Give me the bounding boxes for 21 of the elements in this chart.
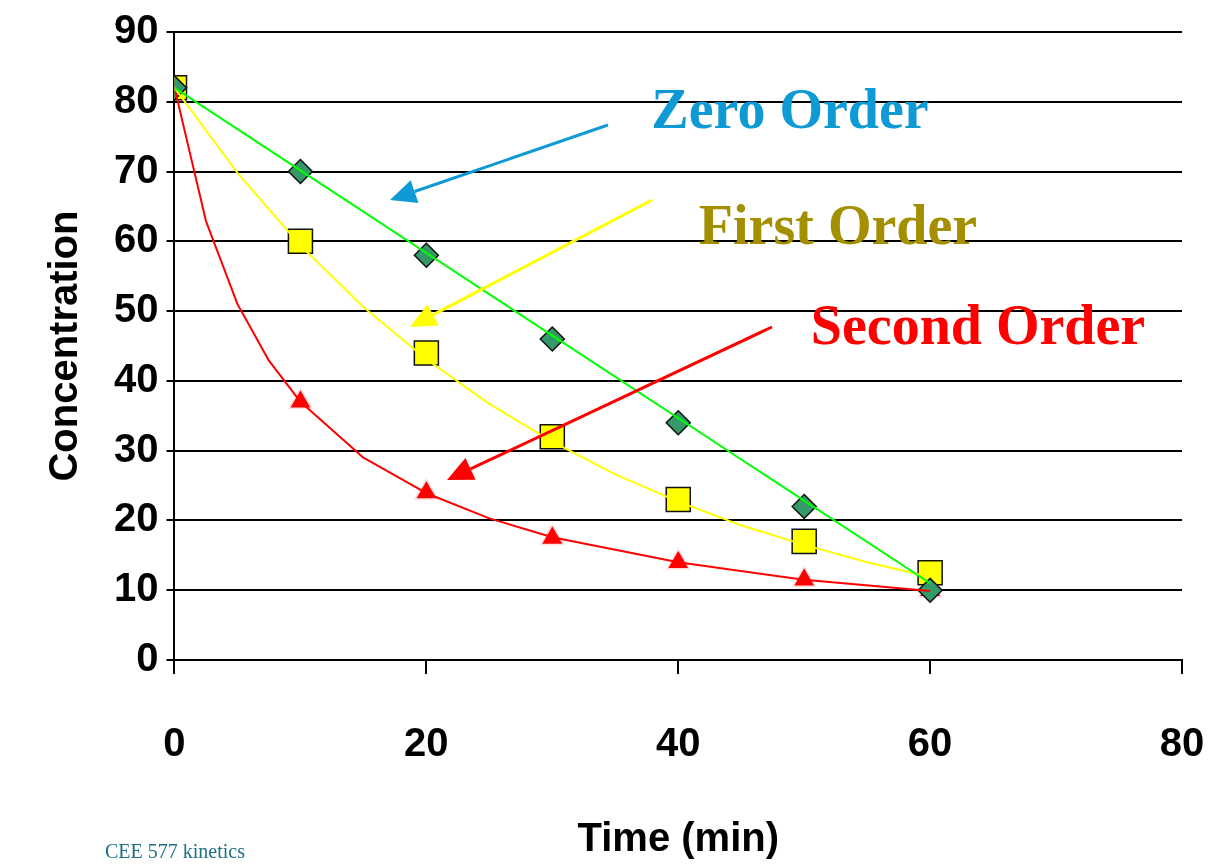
y-tick-label: 0 (136, 635, 159, 680)
y-tick-label: 60 (113, 216, 159, 261)
point (665, 486, 692, 513)
y-tick-label: 20 (113, 495, 159, 540)
point (413, 340, 440, 366)
x-axis-title: Time (min) (577, 815, 779, 860)
y-axis-title: Concentration (41, 210, 86, 482)
text: CEE 577 kinetics (105, 840, 245, 863)
x-tick-label: 40 (656, 720, 701, 765)
x-tick-label: 60 (907, 720, 953, 765)
x-tick-label: 20 (404, 720, 449, 765)
point (791, 528, 817, 555)
x-tick-label: 80 (1159, 720, 1205, 765)
y-tick-label: 10 (113, 565, 159, 610)
y-tick-label: 30 (113, 425, 159, 470)
y-tick-label: 70 (113, 146, 159, 191)
y-tick-label: 80 (113, 76, 159, 121)
y-tick-label: 50 (113, 286, 159, 331)
y-tick-label: 90 (113, 7, 159, 52)
y-tick-label: 40 (113, 355, 159, 400)
annotation: Second Order (810, 294, 1146, 357)
